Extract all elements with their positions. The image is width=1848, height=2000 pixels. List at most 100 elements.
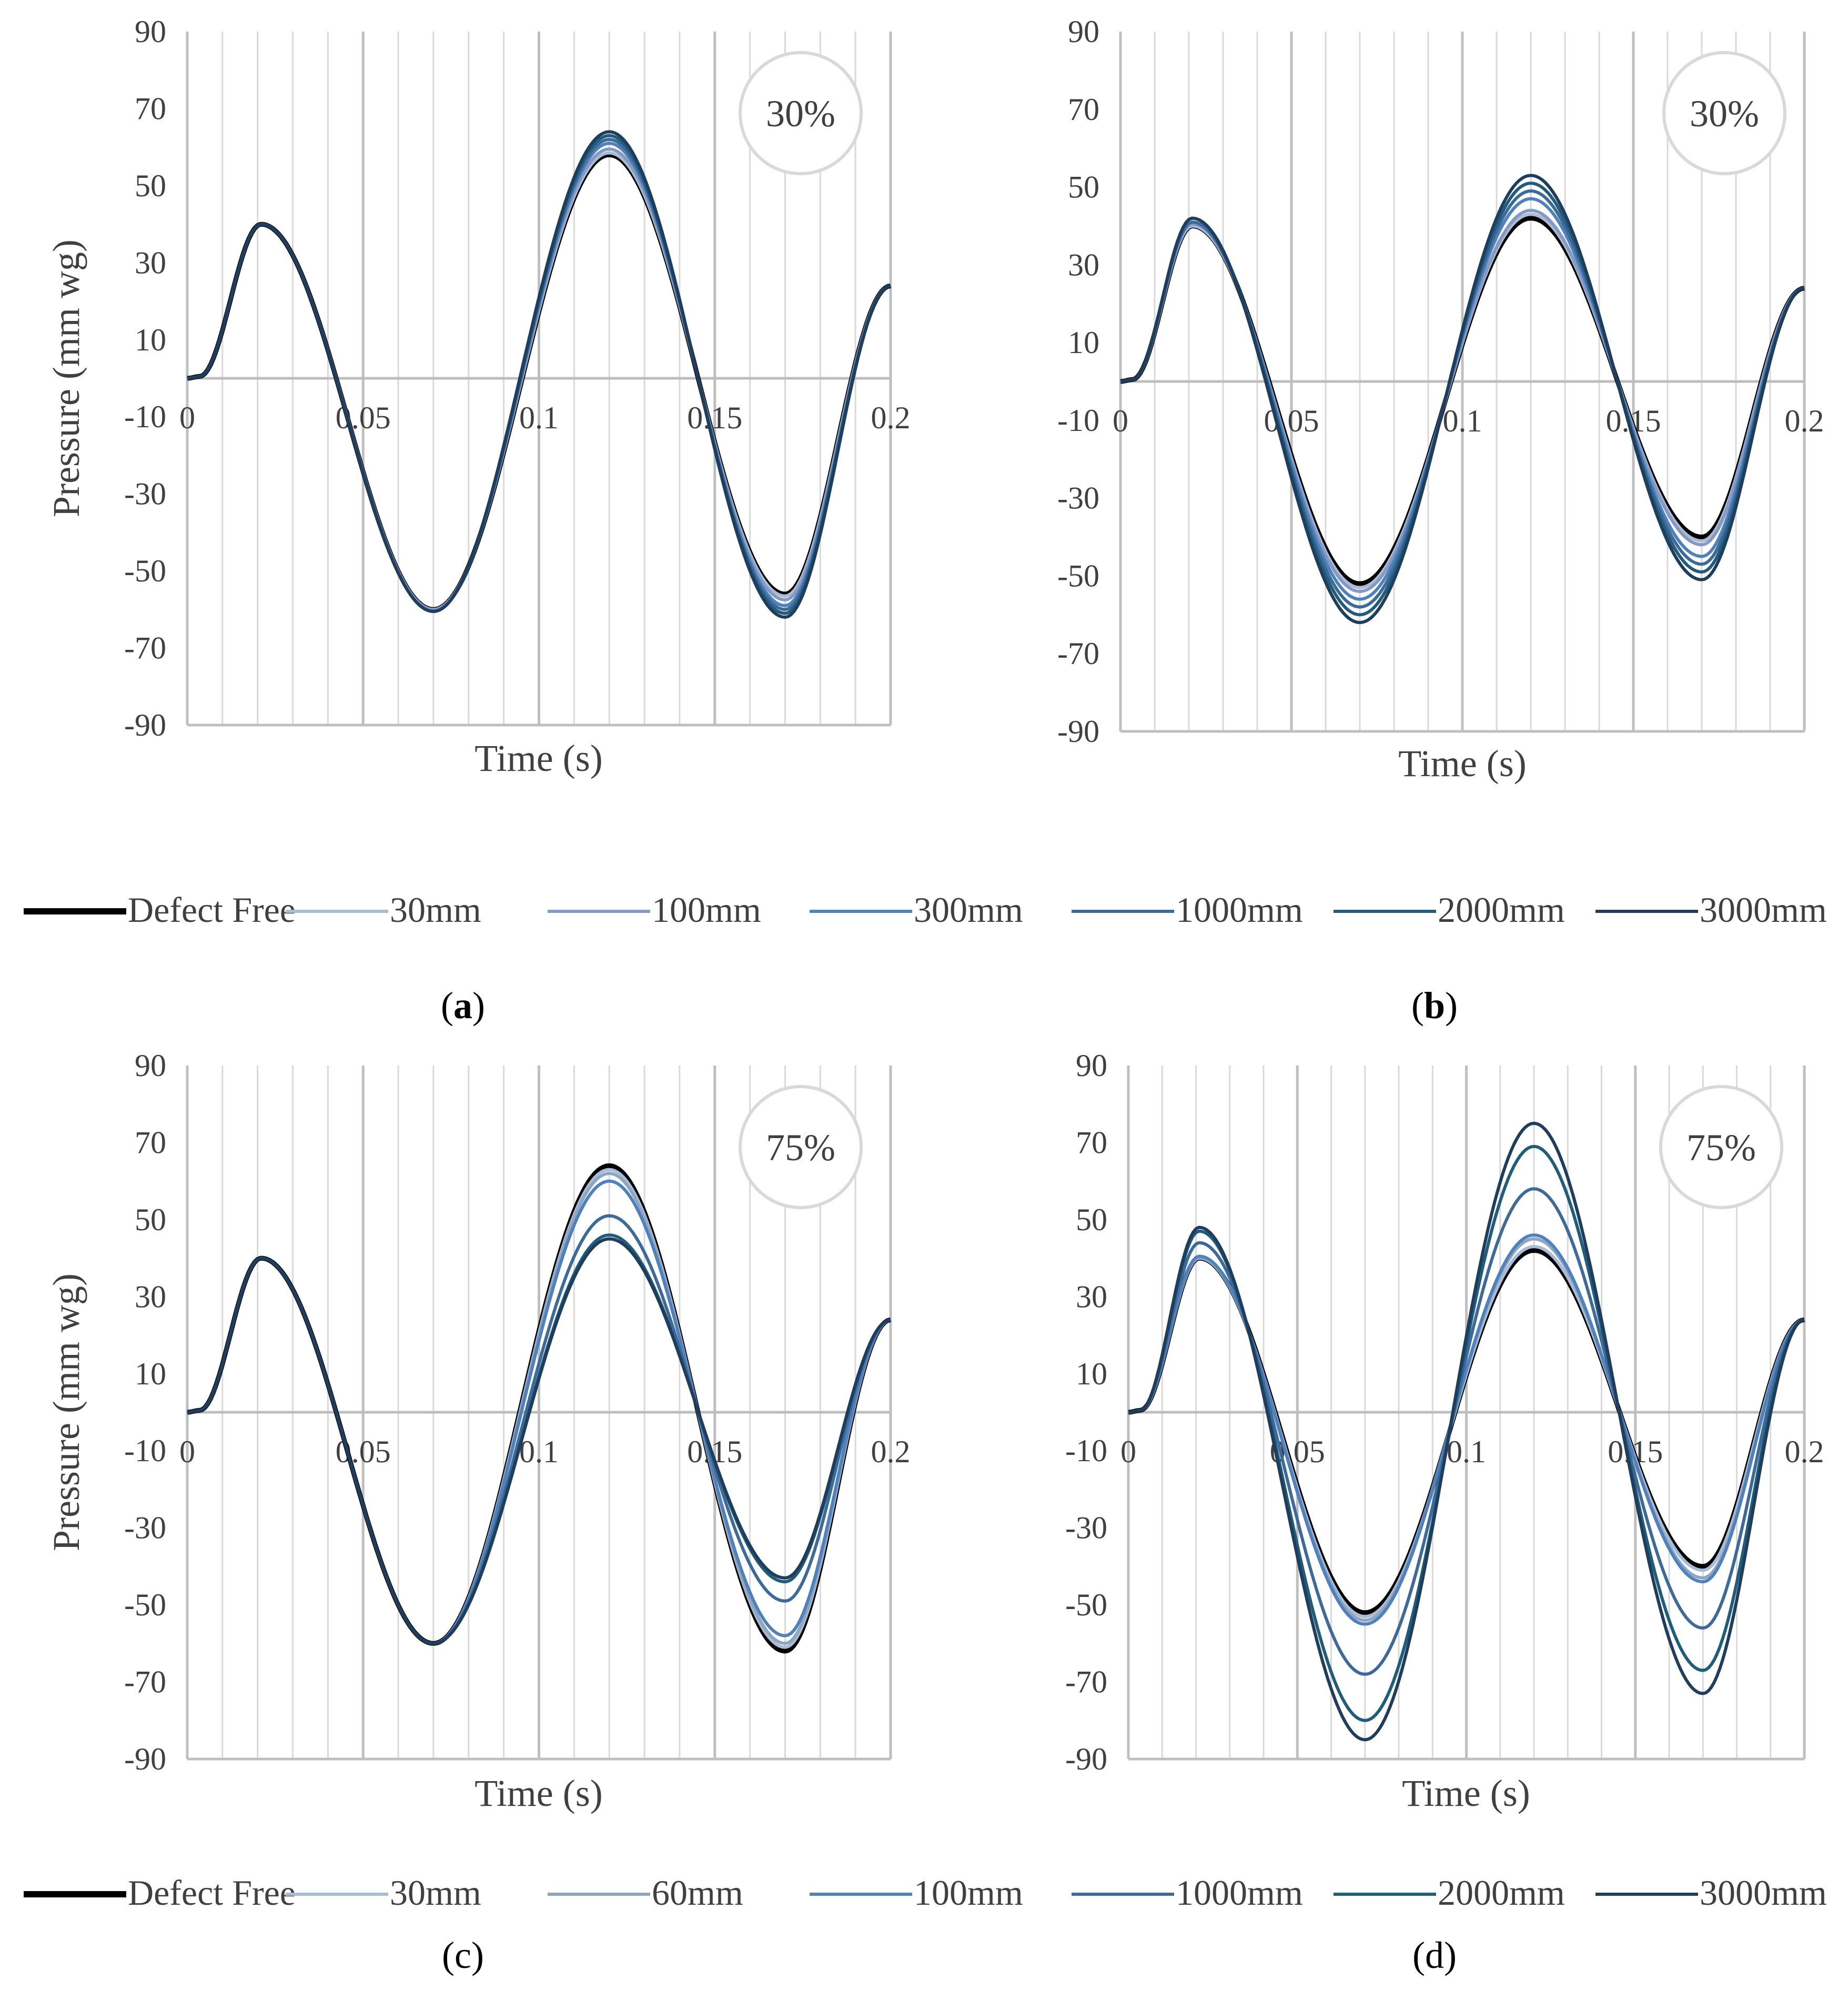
percent-badge-circle (1662, 51, 1786, 175)
panel-label-letter: b (1424, 984, 1445, 1027)
legend-label: 60mm (652, 1873, 743, 1913)
panel-label-b: (b) (1411, 984, 1458, 1027)
panel-label-letter: c (455, 1934, 471, 1976)
y-tick-label: -30 (124, 1511, 166, 1545)
percent-badge-circle (739, 51, 863, 175)
panel-label-open: ( (442, 1934, 455, 1976)
legend-label: 2000mm (1438, 890, 1565, 930)
legend-top: Defect Free 30mm 100mm 300mm 1000mm 2000mm 300… (24, 890, 1827, 930)
legend-label: 3000mm (1700, 1873, 1827, 1913)
x-tick-label: 0.1 (519, 400, 559, 435)
y-tick-label: 10 (135, 1356, 166, 1391)
series-line-3000mm (1120, 174, 1805, 625)
y-tick-label: 50 (1076, 1202, 1107, 1237)
y-tick-label: -10 (124, 1433, 166, 1468)
y-tick-labels: 90 70 50 30 10 -10 -30 -50 -70 -90 (1065, 1048, 1107, 1776)
percent-badge: 75% (766, 1127, 835, 1169)
y-tick-label: -30 (1057, 481, 1099, 516)
series-line-3000mm (1128, 1121, 1805, 1742)
panel-label-open: ( (441, 984, 453, 1027)
series-line-3000mm (187, 1237, 891, 1645)
panel-label-open: ( (1412, 1934, 1425, 1976)
y-tick-label: -10 (1057, 403, 1099, 438)
legend-label: 3000mm (1700, 890, 1827, 930)
panel-label-close: ) (1444, 1934, 1457, 1976)
x-tick-label: 0.1 (1447, 1434, 1486, 1469)
x-axis-title: Time (s) (1398, 742, 1526, 785)
y-tick-label: -30 (124, 477, 166, 511)
legend-label: 1000mm (1176, 890, 1303, 930)
y-tick-label: 90 (1076, 1048, 1107, 1083)
x-tick-label: 0.2 (871, 1434, 911, 1469)
x-tick-label: 0 (179, 1434, 195, 1469)
x-axis-title: Time (s) (1402, 1772, 1530, 1814)
y-tick-label: -70 (1065, 1665, 1107, 1700)
series-lines (187, 130, 891, 619)
y-tick-label: 50 (135, 168, 166, 203)
y-tick-label: 10 (1068, 325, 1099, 360)
x-tick-label: 0.1 (1443, 404, 1482, 438)
y-tick-label: 30 (1068, 247, 1099, 282)
panel-label-open: ( (1411, 984, 1424, 1027)
x-tick-label: 0.2 (1785, 1434, 1824, 1469)
legend-label: 30mm (390, 1873, 481, 1913)
legend-label: Defect Free (128, 890, 296, 930)
y-tick-label: -10 (124, 399, 166, 434)
y-tick-labels: 90 70 50 30 10 -10 -30 -50 -70 -90 (1057, 14, 1099, 749)
y-tick-label: -90 (1065, 1742, 1107, 1776)
percent-badge: 30% (1690, 93, 1759, 135)
legend-label: 100mm (652, 890, 761, 930)
y-axis-title: Pressure (mm wg) (45, 239, 87, 517)
y-tick-label: -30 (1065, 1511, 1107, 1545)
series-line-3000mm (187, 130, 891, 619)
y-tick-labels: 90 70 50 30 10 -10 -30 -50 -70 -90 (124, 1048, 166, 1776)
y-tick-label: -70 (1057, 636, 1099, 671)
panel-label-a: (a) (441, 984, 485, 1027)
y-tick-label: 30 (1076, 1279, 1107, 1314)
y-tick-label: 30 (135, 245, 166, 280)
panel-label-close: ) (472, 984, 485, 1027)
y-tick-label: 70 (1076, 1125, 1107, 1160)
legend-label: 100mm (914, 1873, 1023, 1913)
x-tick-label: 0 (179, 400, 195, 435)
y-tick-label: 90 (135, 1048, 166, 1083)
y-tick-label: -50 (124, 1587, 166, 1622)
series-lines (1120, 174, 1805, 625)
x-tick-label: 0.1 (519, 1434, 559, 1469)
percent-badge-circle (739, 1085, 863, 1209)
y-tick-label: 50 (135, 1202, 166, 1237)
y-tick-label: 90 (135, 14, 166, 49)
x-tick-label: 0 (1120, 1434, 1136, 1469)
y-tick-label: 70 (135, 91, 166, 126)
x-tick-labels: 0 0.05 0.1 0.15 0.2 (1113, 404, 1824, 438)
y-tick-label: 90 (1068, 14, 1099, 49)
percent-badge: 75% (1687, 1127, 1756, 1169)
y-tick-labels: 90 70 50 30 10 -10 -30 -50 -70 -90 (124, 14, 166, 742)
y-axis-title: Pressure (mm wg) (45, 1273, 87, 1551)
y-tick-label: 70 (135, 1125, 166, 1160)
x-tick-label: 0.2 (871, 400, 911, 435)
y-tick-label: 30 (135, 1279, 166, 1314)
x-axis-title: Time (s) (474, 1772, 602, 1814)
y-tick-label: -70 (124, 631, 166, 666)
series-lines (1128, 1121, 1805, 1742)
panel-label-letter: d (1425, 1934, 1444, 1976)
legend-label: 30mm (390, 890, 481, 930)
y-tick-label: 10 (135, 323, 166, 357)
panel-label-d: (d) (1412, 1934, 1457, 1976)
series-lines (187, 1163, 891, 1654)
percent-badge-circle (1659, 1085, 1783, 1209)
y-tick-label: -10 (1065, 1433, 1107, 1468)
y-tick-label: 70 (1068, 92, 1099, 127)
y-tick-label: -70 (124, 1665, 166, 1700)
x-tick-label: 0.15 (687, 400, 742, 435)
y-tick-label: -50 (1057, 558, 1099, 593)
y-tick-label: 50 (1068, 170, 1099, 205)
legend-label: Defect Free (128, 1873, 296, 1913)
y-tick-label: 10 (1076, 1356, 1107, 1391)
x-tick-label: 0.2 (1785, 404, 1824, 438)
